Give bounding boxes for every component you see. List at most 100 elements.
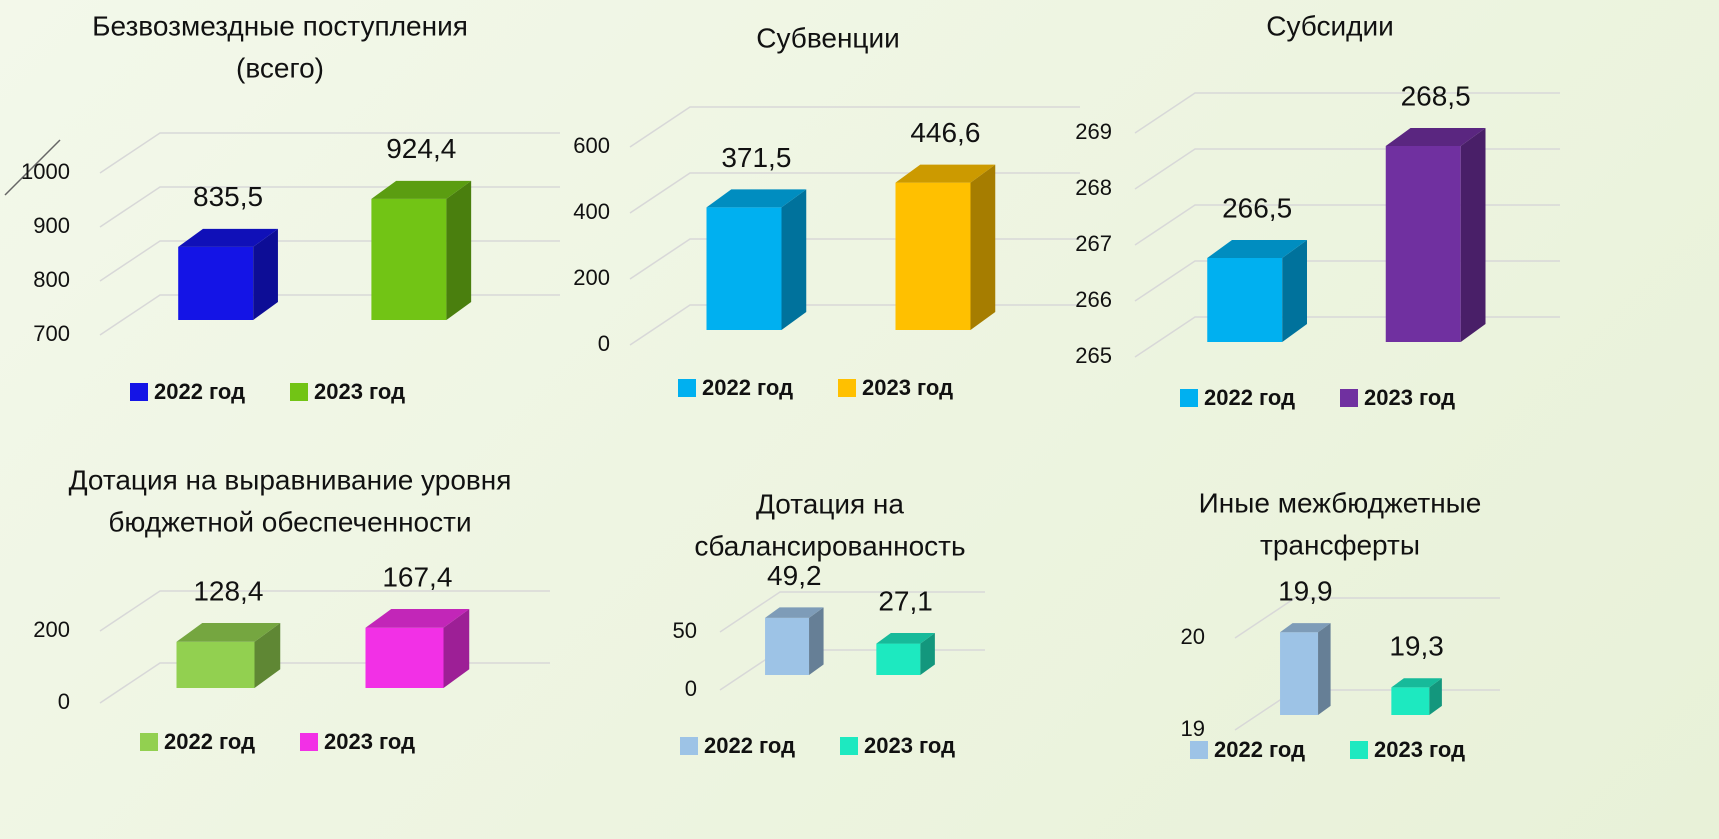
value-label: 446,6 — [910, 117, 980, 148]
chart-title: бюджетной обеспеченности — [108, 506, 471, 537]
legend-label: 2023 год — [1364, 385, 1455, 410]
bar-side — [1318, 623, 1331, 715]
grid-line — [719, 649, 985, 691]
legend-label: 2023 год — [314, 379, 405, 404]
legend-swatch — [680, 737, 698, 755]
chart-title: Дотация на выравнивание уровня — [69, 464, 512, 495]
legend-label: 2023 год — [1374, 737, 1465, 762]
value-label: 19,9 — [1278, 575, 1333, 606]
y-tick-label: 200 — [33, 617, 70, 642]
legend-swatch — [1350, 741, 1368, 759]
grid-line — [1134, 92, 1560, 134]
bar-top — [1207, 240, 1307, 258]
bar-side — [254, 623, 281, 688]
bar — [1385, 146, 1461, 342]
bar-side — [781, 189, 807, 330]
grid-line — [1134, 148, 1560, 190]
legend-label: 2023 год — [862, 375, 953, 400]
grid-line — [719, 591, 985, 633]
bar-side — [1460, 128, 1486, 342]
y-tick-label: 268 — [1075, 175, 1112, 200]
grid-line — [629, 304, 1080, 346]
chart-title: Безвозмездные поступления — [92, 10, 468, 41]
bar — [895, 182, 971, 330]
bar-top — [1385, 128, 1486, 146]
value-label: 371,5 — [721, 142, 791, 173]
grid-line — [99, 662, 550, 704]
legend-label: 2023 год — [864, 733, 955, 758]
bar-side — [970, 164, 996, 330]
grid-line — [629, 172, 1080, 214]
y-tick-label: 0 — [598, 331, 610, 356]
y-tick-label: 265 — [1075, 343, 1112, 368]
bar-side — [809, 607, 824, 675]
grid-line — [1134, 260, 1560, 302]
chart-title: Субсидии — [1266, 10, 1394, 41]
value-label: 128,4 — [193, 575, 263, 606]
bar-top — [765, 607, 824, 618]
value-label: 27,1 — [878, 585, 933, 616]
chart-title: Субвенции — [756, 22, 900, 53]
grid-line — [629, 106, 1080, 148]
legend-label: 2022 год — [1204, 385, 1295, 410]
grid-line — [99, 294, 560, 336]
value-label: 266,5 — [1222, 192, 1292, 223]
bar-top — [1391, 678, 1442, 688]
value-label: 49,2 — [767, 560, 822, 591]
bar-side — [253, 228, 278, 320]
chart-title: Дотация на — [756, 488, 904, 519]
y-tick-label: 50 — [673, 618, 697, 643]
grid-line — [629, 238, 1080, 280]
y-tick-label: 269 — [1075, 119, 1112, 144]
bar-side — [1282, 240, 1307, 342]
chart-title: Иные межбюджетные — [1199, 487, 1482, 518]
grid-line — [1134, 204, 1560, 246]
grid-line — [99, 132, 560, 174]
legend-label: 2022 год — [154, 379, 245, 404]
y-tick-label: 0 — [58, 689, 70, 714]
value-label: 924,4 — [386, 133, 456, 164]
legend-label: 2022 год — [702, 375, 793, 400]
bar — [178, 246, 254, 320]
y-tick-label: 900 — [33, 213, 70, 238]
chart-title: трансферты — [1260, 529, 1420, 560]
legend-swatch — [300, 733, 318, 751]
grid-line — [1234, 689, 1500, 731]
bar-side — [446, 180, 472, 320]
grid-line — [1234, 597, 1500, 639]
legend-swatch — [140, 733, 158, 751]
value-label: 19,3 — [1389, 631, 1444, 662]
legend-label: 2023 год — [324, 729, 415, 754]
grid-line — [99, 186, 560, 228]
y-tick-label: 1000 — [21, 159, 70, 184]
bar — [765, 617, 810, 675]
y-tick-label: 800 — [33, 267, 70, 292]
bar — [371, 198, 447, 320]
y-tick-label: 266 — [1075, 287, 1112, 312]
bar-top — [365, 609, 470, 628]
value-label: 835,5 — [193, 181, 263, 212]
chart-title: сбалансированность — [694, 530, 965, 561]
legend-swatch — [1180, 389, 1198, 407]
legend-swatch — [130, 383, 148, 401]
bar-top — [178, 228, 278, 247]
bar — [706, 207, 782, 330]
bar — [1391, 687, 1430, 715]
value-label: 167,4 — [382, 561, 452, 592]
bar-top — [1280, 623, 1331, 633]
legend-swatch — [838, 379, 856, 397]
y-tick-label: 400 — [573, 199, 610, 224]
bar — [365, 627, 444, 688]
legend-swatch — [840, 737, 858, 755]
y-tick-label: 19 — [1181, 716, 1205, 741]
y-tick-label: 267 — [1075, 231, 1112, 256]
bar — [1280, 632, 1319, 715]
bar-top — [876, 633, 935, 644]
y-tick-label: 0 — [685, 676, 697, 701]
grid-line — [1134, 316, 1560, 358]
legend-label: 2022 год — [704, 733, 795, 758]
bar-top — [895, 164, 996, 183]
bar — [176, 641, 255, 688]
